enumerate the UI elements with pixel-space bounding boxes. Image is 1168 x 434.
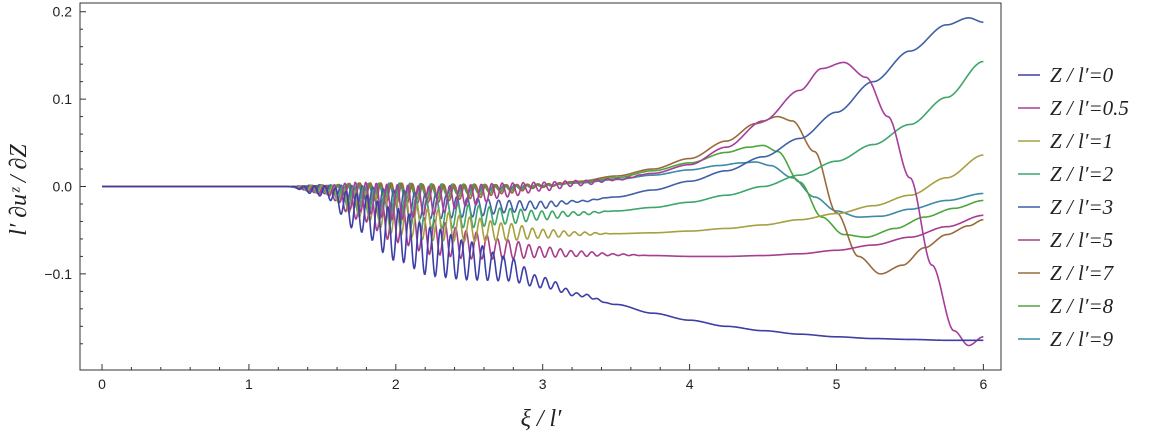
series-line	[101, 115, 984, 275]
x-tick-label: 3	[539, 376, 547, 392]
legend-label: Z / l′=5	[1050, 228, 1113, 252]
legend-label: Z / l′=3	[1050, 195, 1113, 219]
axis-tick-labels: 0 1 2 3 4 5 6 −0.1 0.0 0.1 0.2	[44, 4, 987, 392]
x-tick-label: 1	[245, 376, 253, 392]
x-tick-label: 4	[686, 376, 694, 392]
series-line	[101, 17, 984, 220]
y-axis-title: l′ ∂uᶻ / ∂Z	[6, 144, 32, 236]
legend-label: Z / l′=2	[1050, 162, 1114, 186]
series-line	[101, 183, 984, 260]
y-tick-label: 0.1	[53, 91, 73, 107]
legend-label: Z / l′=1	[1050, 129, 1113, 153]
series-line	[101, 144, 984, 238]
x-tick-label: 0	[98, 376, 106, 392]
legend-label: Z / l′=0.5	[1050, 96, 1129, 120]
legend-label: Z / l′=8	[1050, 294, 1114, 318]
axis-ticks	[80, 11, 984, 370]
x-tick-label: 5	[833, 376, 841, 392]
legend-label: Z / l′=7	[1050, 261, 1115, 285]
series-line	[101, 154, 984, 243]
series-line	[101, 184, 984, 342]
series-lines	[101, 17, 984, 347]
x-tick-label: 6	[979, 376, 987, 392]
x-axis-title: ξ / l′	[521, 406, 563, 432]
y-tick-label: 0.0	[53, 179, 73, 195]
legend: Z / l′=0 Z / l′=0.5 Z / l′=1 Z / l′=2 Z / l′…	[1018, 63, 1129, 351]
y-tick-label: 0.2	[53, 4, 73, 20]
x-tick-label: 2	[392, 376, 400, 392]
series-line	[101, 161, 984, 218]
y-tick-label: −0.1	[44, 266, 72, 282]
legend-label: Z / l′=9	[1050, 327, 1114, 351]
legend-label: Z / l′=0	[1050, 63, 1114, 87]
